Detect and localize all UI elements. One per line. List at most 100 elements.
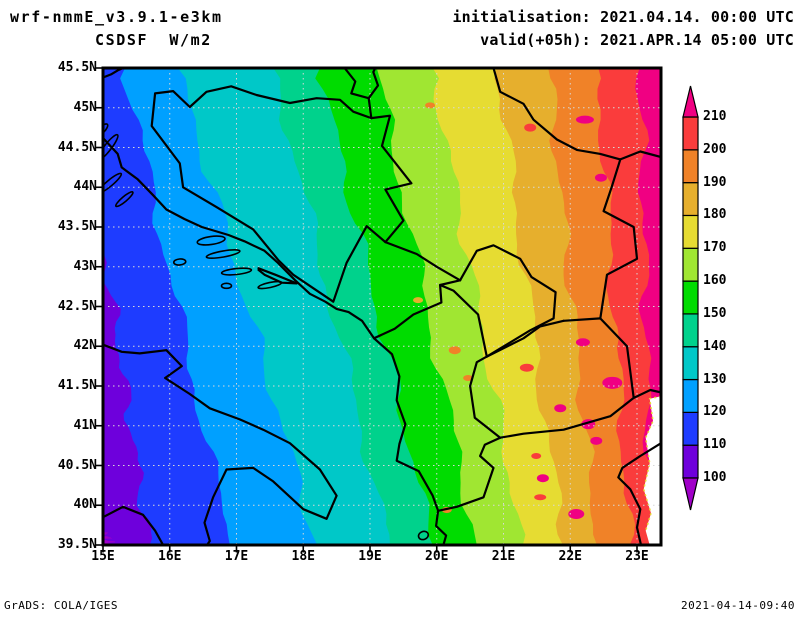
border-italy-adriatic — [103, 343, 338, 545]
field-patch — [594, 173, 607, 182]
field-patch — [448, 346, 461, 355]
colorbar-segment — [682, 149, 699, 184]
border-bulgaria-greece — [632, 388, 661, 399]
x-axis-label: 19E — [358, 549, 382, 564]
border-greece-aegean-coast — [617, 442, 661, 545]
border-serbia-bulgaria — [599, 158, 639, 320]
grads-credit: GrADS: COLA/IGES — [4, 599, 118, 612]
border-kosovo — [439, 244, 557, 358]
island-outline — [220, 282, 233, 290]
y-axis-label: 44.5N — [57, 139, 97, 155]
island-outline — [257, 280, 283, 290]
y-axis-label: 41N — [73, 417, 97, 433]
field-patch — [425, 102, 436, 109]
colorbar-segment — [682, 411, 699, 446]
border-serbia-macedonia — [485, 319, 565, 358]
colorbar-segment — [682, 214, 699, 249]
island-outline — [220, 267, 253, 276]
colorbar-segment — [682, 182, 699, 217]
border-montenegro-serbia — [384, 241, 462, 282]
colorbar-segment — [682, 378, 699, 413]
field-patch — [531, 452, 542, 459]
island-outline — [417, 530, 430, 541]
field-patch — [602, 376, 623, 389]
border-macedonia-greece — [499, 396, 635, 439]
colorbar-segment — [682, 313, 699, 348]
x-axis-label: 20E — [425, 549, 449, 564]
colorbar-label: 180 — [703, 207, 727, 223]
border-serbia-romania — [492, 68, 661, 161]
colorbar-label: 170 — [703, 240, 727, 256]
border-italy-tyrrhenian — [103, 505, 165, 545]
y-axis-label: 43.5N — [57, 219, 97, 234]
colorbar-segment — [682, 346, 699, 381]
field-patch — [568, 508, 585, 519]
field-patch — [413, 297, 424, 304]
y-axis-label: 44N — [73, 179, 97, 195]
field-patch — [575, 115, 594, 124]
colorbar-segment — [682, 280, 699, 315]
contour-fill-layer — [103, 68, 661, 545]
init-time-label: initialisation: 2021.04.14. 00:00 UTC — [452, 8, 794, 26]
y-axis-label: 42N — [73, 338, 97, 354]
field-patch — [575, 338, 590, 347]
colorbar-label: 120 — [703, 404, 727, 420]
border-albania-macedonia — [469, 355, 502, 439]
y-axis-label: 42.5N — [57, 298, 97, 314]
island-outline — [114, 191, 134, 208]
island-outline — [103, 133, 119, 162]
colorbar-label: 150 — [703, 305, 727, 321]
colorbar-arrow-bottom — [682, 477, 699, 511]
field-patch — [590, 436, 603, 445]
field-patch — [554, 404, 567, 413]
x-axis-label: 21E — [491, 549, 516, 564]
field-patch — [534, 494, 547, 501]
colorbar-segment — [682, 247, 699, 282]
border-bosnia — [150, 85, 413, 303]
colorbar-segment — [682, 116, 699, 151]
island-outline — [103, 172, 123, 194]
creation-timestamp: 2021-04-14-09:40 — [681, 599, 795, 612]
y-axis-label: 45.5N — [57, 60, 97, 75]
colorbar-arrow-top — [682, 85, 699, 118]
y-axis-label: 40.5N — [57, 457, 97, 473]
x-axis-label: 18E — [291, 549, 315, 564]
y-axis-label: 40N — [73, 497, 97, 513]
x-axis-label: 15E — [91, 549, 115, 564]
border-macedonia-bulgaria — [562, 317, 635, 399]
x-axis-label: 17E — [224, 549, 249, 564]
x-axis-label: 22E — [558, 549, 582, 564]
x-axis-label: 16E — [158, 549, 182, 564]
colorbar-segment — [682, 444, 699, 479]
island-outline — [196, 235, 226, 246]
y-axis-label: 41.5N — [57, 378, 97, 393]
field-patch — [463, 375, 474, 382]
colorbar-label: 160 — [703, 273, 727, 289]
no-data-region — [643, 396, 661, 545]
y-axis-label: 43N — [73, 258, 97, 274]
variable-title: CSDSF W/m2 — [95, 31, 212, 49]
colorbar-label: 130 — [703, 371, 727, 387]
colorbar-label: 190 — [703, 174, 727, 190]
island-outline — [172, 258, 187, 266]
y-axis-label: 45N — [73, 99, 97, 115]
x-axis-label: 23E — [625, 549, 649, 564]
field-patch — [536, 474, 549, 483]
colorbar-label: 200 — [703, 141, 727, 157]
field-patch — [519, 363, 534, 372]
border-adriatic-coast — [103, 136, 448, 545]
border-albania-greece — [437, 436, 502, 512]
colorbar-label: 140 — [703, 338, 727, 354]
border-croatia-serbia-south — [367, 97, 373, 120]
colorbar-label: 210 — [703, 109, 727, 124]
field-patch — [524, 123, 537, 132]
border-peljesac — [257, 267, 298, 285]
colorbar-label: 100 — [703, 470, 727, 485]
border-montenegro-albania — [372, 279, 462, 340]
y-axis-label: 39.5N — [57, 537, 97, 552]
island-outline — [205, 249, 241, 260]
valid-time-label: valid(+05h): 2021.APR.14 05:00 UTC — [480, 31, 794, 49]
colorbar-label: 110 — [703, 437, 727, 453]
